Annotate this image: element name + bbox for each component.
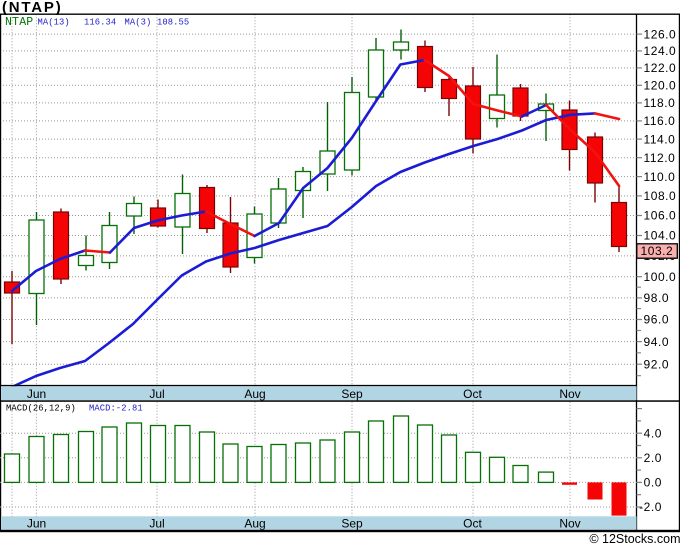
- svg-text:4.0: 4.0: [644, 426, 662, 440]
- svg-text:MACD:-2.81: MACD:-2.81: [89, 404, 143, 414]
- svg-text:Sep: Sep: [341, 387, 363, 401]
- svg-text:104.0: 104.0: [644, 229, 677, 243]
- svg-text:MA(13): MA(13): [38, 18, 70, 28]
- svg-text:Jul: Jul: [149, 387, 164, 401]
- svg-text:116.34: 116.34: [84, 18, 116, 28]
- svg-text:98.0: 98.0: [644, 291, 670, 305]
- svg-text:112.0: 112.0: [644, 151, 676, 165]
- svg-text:Jun: Jun: [27, 387, 46, 401]
- svg-text:2.0: 2.0: [644, 451, 662, 465]
- svg-text:Oct: Oct: [463, 516, 482, 530]
- svg-text:122.0: 122.0: [644, 61, 677, 75]
- svg-text:126.0: 126.0: [644, 27, 677, 41]
- svg-text:Nov: Nov: [559, 516, 580, 530]
- svg-text:NTAP: NTAP: [5, 16, 33, 29]
- svg-text:(NTAP): (NTAP): [2, 0, 63, 16]
- svg-text:124.0: 124.0: [644, 44, 677, 58]
- svg-text:Oct: Oct: [463, 387, 482, 401]
- svg-text:MACD(26,12,9): MACD(26,12,9): [6, 404, 76, 414]
- svg-text:0.0: 0.0: [644, 476, 662, 490]
- svg-text:Jul: Jul: [149, 516, 164, 530]
- svg-text:108.0: 108.0: [644, 189, 677, 203]
- svg-text:106.0: 106.0: [644, 209, 677, 223]
- svg-text:103.2: 103.2: [641, 244, 674, 258]
- svg-text:-2.0: -2.0: [639, 500, 662, 514]
- svg-text:Jun: Jun: [27, 516, 46, 530]
- svg-text:100.0: 100.0: [644, 270, 677, 284]
- svg-text:108.55: 108.55: [157, 18, 189, 28]
- svg-text:114.0: 114.0: [644, 132, 676, 146]
- svg-text:Sep: Sep: [341, 516, 363, 530]
- svg-text:Aug: Aug: [244, 387, 265, 401]
- svg-text:116.0: 116.0: [644, 114, 676, 128]
- svg-text:94.0: 94.0: [644, 335, 670, 349]
- svg-text:Nov: Nov: [559, 387, 580, 401]
- svg-text:Aug: Aug: [244, 516, 265, 530]
- svg-text:96.0: 96.0: [644, 313, 670, 327]
- svg-text:120.0: 120.0: [644, 79, 677, 93]
- svg-text:110.0: 110.0: [644, 170, 676, 184]
- svg-text:© 12Stocks.com: © 12Stocks.com: [589, 532, 680, 546]
- svg-text:92.0: 92.0: [644, 357, 670, 371]
- svg-text:118.0: 118.0: [644, 96, 676, 110]
- svg-text:MA(3): MA(3): [125, 18, 152, 28]
